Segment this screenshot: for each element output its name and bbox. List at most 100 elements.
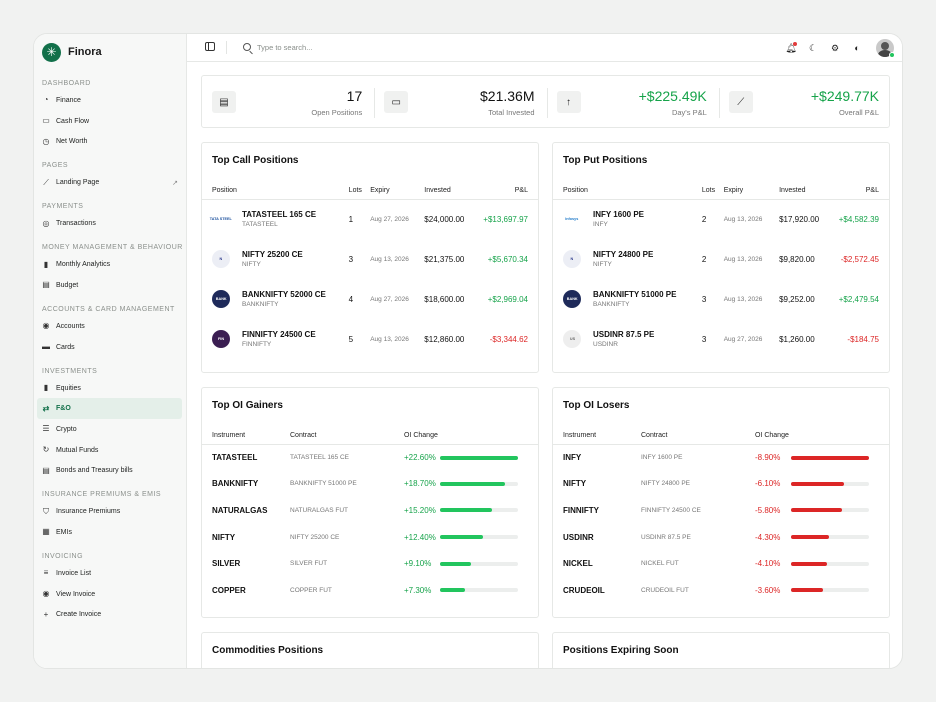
sidebar-item-landing-page[interactable]: ⟋ Landing Page ↗ [37,172,182,193]
brand-logo-icon: ✳ [42,42,61,62]
logo-text: TATA STEEL [209,217,233,222]
sidebar-item-crypto[interactable]: ☰ Crypto [37,419,182,440]
table-row[interactable]: BANKNIFTY BANKNIFTY 51000 PE +18.70% [202,471,538,498]
contract-cell: NIFTY 24800 PE [641,480,691,488]
oi-change-value: +18.70% [404,479,436,489]
oi-change-bar-track [791,508,869,513]
instrument-logo-icon: N [212,250,230,268]
column-header: P&L [483,183,538,200]
position-name: FINNIFTY 24500 CE [242,330,316,339]
palette-icon[interactable]: ◐ [854,43,860,53]
user-avatar-wrap[interactable] [872,39,895,58]
table-row[interactable]: INFY INFY 1600 PE -8.90% [553,444,889,471]
sidebar-item-accounts[interactable]: ◉ Accounts [37,316,182,337]
column-header: Contract [641,428,755,445]
table-row[interactable]: FIN FINNIFTY 24500 CE FINNIFTY 5 Aug 13, 202… [202,319,538,359]
search-icon [243,43,251,51]
oi-change-cell: +12.40% [404,524,538,551]
instrument-cell: CRUDEOIL [563,585,605,595]
contract-cell: FINNIFTY 24500 CE [641,506,701,514]
nav-section-title: INVESTMENTS [42,367,98,375]
instrument-logo-icon: N [563,250,581,268]
stat-item: ↑ +$225.49K Day's P&L [547,76,719,127]
sidebar-item-f-o[interactable]: ⇄ F&O [37,398,182,420]
contract-cell: TATASTEEL 165 CE [290,454,350,462]
instrument-logo-icon: BANK [212,290,230,308]
table-row[interactable]: SILVER SILVER FUT +9.10% [202,550,538,577]
call-positions-table: Position Lots Expiry Invested P&L TATA STEEL… [202,183,538,359]
stat-item: ⟋ +$249.77K Overall P&L [719,76,889,127]
invested-cell: $17,920.00 [779,214,820,224]
clock-icon: ◷ [42,136,50,146]
sidebar-toggle-icon[interactable] [205,42,215,51]
table-row[interactable]: BANK BANKNIFTY 52000 CE BANKNIFTY 4 Aug 27, … [202,279,538,319]
theme-toggle-moon-icon[interactable]: ☾ [808,42,818,53]
contract-cell: CRUDEOIL FUT [641,586,689,594]
table-row[interactable]: BANK BANKNIFTY 51000 PE BANKNIFTY 3 Aug 13, … [553,279,889,319]
oi-change: -5.80% [755,506,879,515]
table-row[interactable]: NICKEL NICKEL FUT -4.10% [553,550,889,577]
oi-losers-card: Top OI Losers Instrument Contract OI Chang… [552,387,890,618]
table-row[interactable]: NIFTY NIFTY 25200 CE +12.40% [202,524,538,551]
oi-change-bar-track [791,588,869,593]
symbol: BANK BANKNIFTY 52000 CE BANKNIFTY [212,290,349,308]
sidebar-item-transactions[interactable]: ◎ Transactions [37,213,182,234]
symbol-text: BANKNIFTY 52000 CE BANKNIFTY [242,290,326,308]
sidebar-item-emis[interactable]: ▦ EMIs [37,522,182,543]
sidebar-item-finance[interactable]: ◔ Finance [37,90,182,111]
notification-dot [793,41,797,46]
stat-value: +$225.49K [638,88,707,104]
instrument-cell: USDINR [563,532,594,542]
lots-cell: 3 [701,294,707,304]
sidebar-item-equities[interactable]: ▮ Equities [37,378,182,399]
stat-divider [546,88,548,118]
table-row[interactable]: COPPER COPPER FUT +7.30% [202,577,538,604]
positions-expiring-title: Positions Expiring Soon [563,645,679,656]
position-underlying: USDINR [593,341,618,348]
table-row[interactable]: TATASTEEL TATASTEEL 165 CE +22.60% [202,444,538,471]
column-header: Instrument [553,428,641,445]
oi-change-cell: +7.30% [404,577,538,604]
sidebar-item-label: F&O [56,405,71,413]
table-row[interactable]: TATA STEEL TATASTEEL 165 CE TATASTEEL 1 Aug … [202,199,538,239]
sidebar-item-budget[interactable]: ▤ Budget [37,275,182,296]
oi-change: +15.20% [404,506,528,515]
table-row[interactable]: NATURALGAS NATURALGAS FUT +15.20% [202,497,538,524]
settings-gear-icon[interactable]: ⚙ [830,42,840,53]
table-row[interactable]: CRUDEOIL CRUDEOIL FUT -3.60% [553,577,889,604]
instrument-cell: TATASTEEL [212,453,258,463]
sidebar-item-bonds-and-treasury-bills[interactable]: ▤ Bonds and Treasury bills [37,460,182,481]
sidebar-item-create-invoice[interactable]: + Create Invoice [37,604,182,625]
notification-bell-icon[interactable]: 🔔︎ [785,41,797,53]
nav-gap [34,193,186,201]
sidebar-item-net-worth[interactable]: ◷ Net Worth [37,131,182,152]
table-row[interactable]: N NIFTY 25200 CE NIFTY 3 Aug 13, 2026 $21,375… [202,239,538,279]
table-row[interactable]: US USDINR 87.5 PE USDINR 3 Aug 27, 2026 $1,26… [553,319,889,359]
oi-change: +12.40% [404,533,528,542]
table-row[interactable]: USDINR USDINR 87.5 PE -4.30% [553,524,889,551]
nav-section-title: INVOICING [42,553,84,561]
stat-value: +$249.77K [810,88,879,104]
sidebar-item-view-invoice[interactable]: ◉ View Invoice [37,584,182,605]
sidebar-item-invoice-list[interactable]: ≡ Invoice List [37,563,182,584]
sidebar-item-label: Monthly Analytics [56,261,111,269]
wallet-icon: ▭ [384,91,409,113]
brand[interactable]: ✳ Finora [42,42,102,62]
table-row[interactable]: N NIFTY 24800 PE NIFTY 2 Aug 13, 2026 $9,820.… [553,239,889,279]
sidebar-item-monthly-analytics[interactable]: ▮ Monthly Analytics [37,254,182,275]
oi-change-bar [791,508,842,513]
symbol-text: TATASTEEL 165 CE TATASTEEL [242,210,316,228]
oi-gainers-card: Top OI Gainers Instrument Contract OI Chan… [201,387,539,618]
chart-line-icon: ⟋ [728,91,753,113]
table-row[interactable]: Infosys INFY 1600 PE INFY 2 Aug 13, 2026 $17,… [553,199,889,239]
table-row[interactable]: FINNIFTY FINNIFTY 24500 CE -5.80% [553,497,889,524]
invested-cell: $18,600.00 [424,294,465,304]
sidebar-item-cash-flow[interactable]: ▭ Cash Flow [37,111,182,132]
sidebar-item-insurance-premiums[interactable]: ⛉ Insurance Premiums [37,501,182,522]
sidebar-item-label: EMIs [56,528,72,536]
search-input[interactable] [257,42,517,52]
sidebar-item-cards[interactable]: ▬ Cards [37,337,182,358]
sidebar-item-mutual-funds[interactable]: ↻ Mutual Funds [37,440,182,461]
eye-icon: ◉ [42,589,50,599]
table-row[interactable]: NIFTY NIFTY 24800 PE -6.10% [553,471,889,498]
